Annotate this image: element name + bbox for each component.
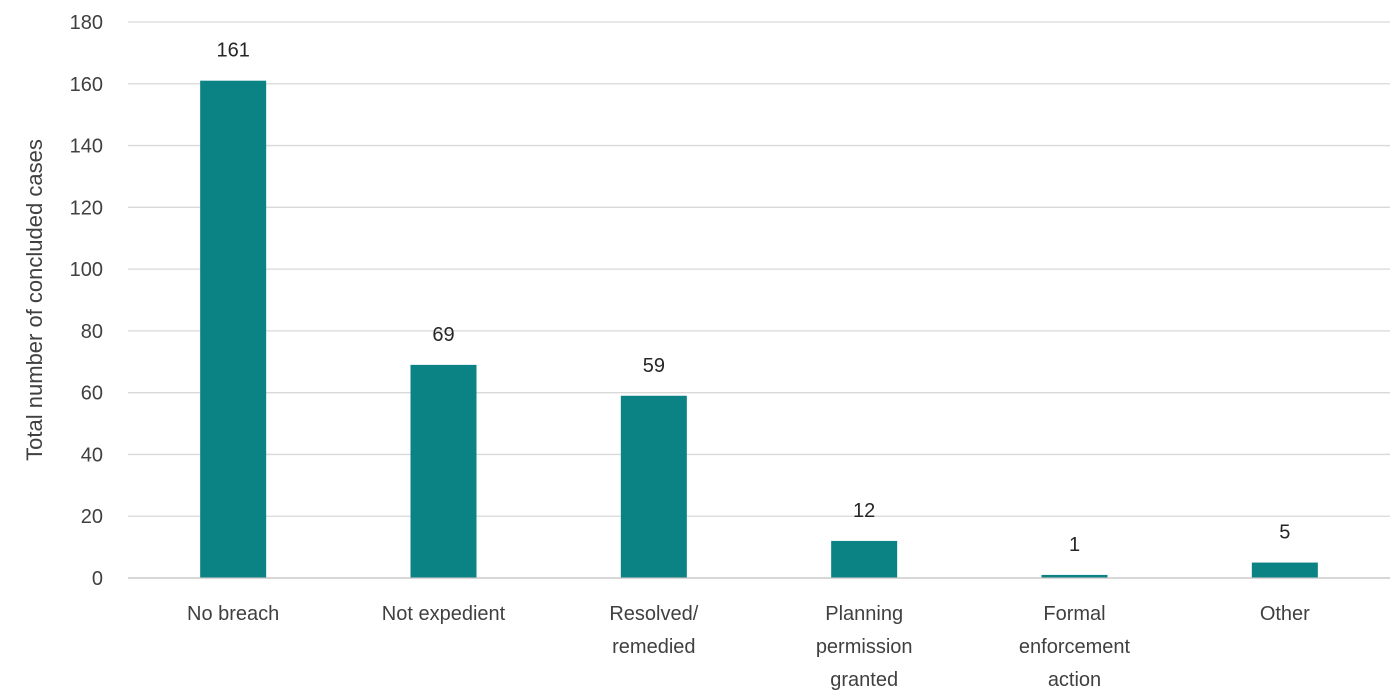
y-axis-title: Total number of concluded cases [22, 139, 47, 461]
x-category-label: Formal enforcement action [1019, 603, 1131, 691]
bar [1041, 574, 1108, 578]
bar [410, 364, 477, 578]
x-category-label: Planning permission granted [816, 603, 913, 691]
y-tick-label: 80 [81, 321, 103, 343]
y-tick-label: 20 [81, 506, 103, 528]
bar [620, 395, 687, 578]
x-axis-categories: No breach Not expedient Resolved/remedied P… [187, 603, 1310, 691]
bar [831, 540, 898, 578]
y-tick-label: 140 [70, 136, 103, 158]
y-tick-label: 60 [81, 383, 103, 405]
bars [200, 80, 1318, 578]
data-label: 5 [1279, 522, 1290, 544]
x-category-label: Not expedient [382, 603, 506, 625]
x-category-label: Resolved/remedied [609, 603, 698, 658]
y-tick-label: 120 [70, 197, 103, 219]
data-label: 1 [1069, 534, 1080, 556]
bar [200, 80, 267, 578]
y-tick-label: 180 [70, 12, 103, 34]
y-tick-label: 160 [70, 74, 103, 96]
x-category-label: No breach [187, 603, 279, 625]
gridlines [128, 21, 1390, 517]
y-tick-label: 40 [81, 444, 103, 466]
data-label: 161 [216, 40, 249, 62]
x-category-label: Other [1260, 603, 1310, 625]
data-label: 59 [643, 355, 665, 377]
y-tick-label: 0 [92, 568, 103, 590]
y-tick-label: 100 [70, 259, 103, 281]
data-labels: 161 69 59 12 1 5 [216, 40, 1290, 556]
bar [1251, 562, 1318, 578]
y-axis-ticks: 0 20 40 60 80 100 120 140 160 180 [70, 12, 103, 590]
data-label: 12 [853, 500, 875, 522]
data-label: 69 [432, 324, 454, 346]
